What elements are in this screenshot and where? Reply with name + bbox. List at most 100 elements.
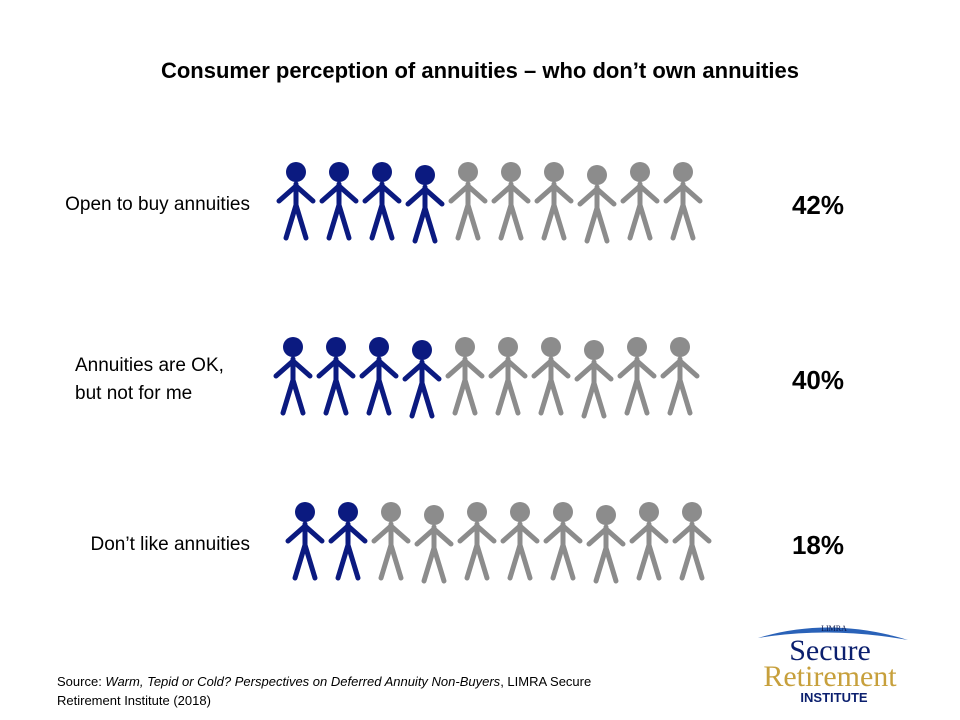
icon-arms bbox=[617, 357, 657, 379]
icon-head bbox=[381, 502, 401, 522]
icon-legs bbox=[292, 536, 318, 581]
icon-legs bbox=[495, 371, 521, 416]
icon-head bbox=[286, 162, 306, 182]
icon-arms bbox=[405, 185, 445, 207]
icon-legs bbox=[378, 536, 404, 581]
icon-arms bbox=[319, 182, 359, 204]
category-label: Open to buy annuities bbox=[65, 194, 250, 215]
icon-arms bbox=[285, 522, 325, 544]
icon-arms bbox=[534, 182, 574, 204]
value-label: 18% bbox=[791, 529, 845, 560]
icon-arms bbox=[445, 357, 485, 379]
icon-head bbox=[627, 337, 647, 357]
icon-legs bbox=[464, 536, 490, 581]
icon-legs bbox=[507, 536, 533, 581]
icon-head bbox=[458, 162, 478, 182]
icon-head bbox=[283, 337, 303, 357]
icon-head bbox=[498, 337, 518, 357]
icon-head bbox=[584, 340, 604, 360]
chart-title: Consumer perception of annuities – who d… bbox=[160, 58, 800, 83]
icon-head bbox=[553, 502, 573, 522]
icon-head bbox=[682, 502, 702, 522]
icon-legs bbox=[498, 196, 524, 241]
filled-icons bbox=[273, 337, 442, 419]
icon-head bbox=[596, 505, 616, 525]
icon-head bbox=[369, 337, 389, 357]
value-label: 40% bbox=[791, 364, 845, 395]
value-label: 42% bbox=[791, 189, 845, 220]
icon-legs bbox=[366, 371, 392, 416]
icon-legs bbox=[455, 196, 481, 241]
filled-icons bbox=[276, 162, 445, 244]
icon-legs bbox=[283, 196, 309, 241]
icon-legs bbox=[335, 536, 361, 581]
icon-arms bbox=[316, 357, 356, 379]
icon-arms bbox=[620, 182, 660, 204]
icon-head bbox=[501, 162, 521, 182]
icon-legs bbox=[326, 196, 352, 241]
icon-arms bbox=[629, 522, 669, 544]
icon-legs bbox=[541, 196, 567, 241]
icon-arms bbox=[500, 522, 540, 544]
icon-legs bbox=[409, 374, 435, 419]
source-note: Source: Warm, Tepid or Cold? Perspective… bbox=[57, 672, 617, 710]
category-label: Annuities are OK, but not for me bbox=[75, 355, 224, 404]
icon-legs bbox=[593, 539, 619, 584]
empty-icons bbox=[371, 502, 712, 584]
icon-arms bbox=[574, 360, 614, 382]
icon-head bbox=[329, 162, 349, 182]
icon-head bbox=[424, 505, 444, 525]
icon-head bbox=[587, 165, 607, 185]
icon-head bbox=[639, 502, 659, 522]
icon-head bbox=[673, 162, 693, 182]
empty-icons bbox=[445, 337, 700, 419]
icon-arms bbox=[660, 357, 700, 379]
source-prefix: Source: bbox=[57, 674, 106, 689]
empty-icons bbox=[448, 162, 703, 244]
icon-arms bbox=[663, 182, 703, 204]
icon-head bbox=[541, 337, 561, 357]
logo-org: LIMRA bbox=[821, 624, 847, 633]
filled-icons bbox=[285, 502, 368, 581]
source-suffix: , LIMRA Secure Retirement Institute (201… bbox=[57, 674, 592, 708]
icon-arms bbox=[414, 525, 454, 547]
icon-arms bbox=[672, 522, 712, 544]
icon-legs bbox=[670, 196, 696, 241]
icon-arms bbox=[273, 357, 313, 379]
icon-head bbox=[415, 165, 435, 185]
icon-legs bbox=[679, 536, 705, 581]
icon-head bbox=[455, 337, 475, 357]
logo-line3: INSTITUTE bbox=[800, 690, 867, 705]
icon-legs bbox=[581, 374, 607, 419]
icon-arms bbox=[586, 525, 626, 547]
icon-head bbox=[630, 162, 650, 182]
icon-legs bbox=[627, 196, 653, 241]
icon-arms bbox=[457, 522, 497, 544]
icon-legs bbox=[538, 371, 564, 416]
logo-arc bbox=[758, 627, 908, 640]
pictograph bbox=[273, 162, 712, 584]
icon-head bbox=[510, 502, 530, 522]
logo-line2: Retirement bbox=[763, 660, 897, 693]
icon-arms bbox=[359, 357, 399, 379]
icon-legs bbox=[369, 196, 395, 241]
icon-head bbox=[295, 502, 315, 522]
icon-legs bbox=[412, 199, 438, 244]
icon-legs bbox=[636, 536, 662, 581]
icon-arms bbox=[531, 357, 571, 379]
icon-legs bbox=[323, 371, 349, 416]
icon-legs bbox=[280, 371, 306, 416]
category-label: Don’t like annuities bbox=[90, 534, 250, 555]
icon-arms bbox=[276, 182, 316, 204]
icon-arms bbox=[488, 357, 528, 379]
icon-arms bbox=[491, 182, 531, 204]
icon-arms bbox=[577, 185, 617, 207]
icon-arms bbox=[402, 360, 442, 382]
icon-head bbox=[338, 502, 358, 522]
source-title: Warm, Tepid or Cold? Perspectives on Def… bbox=[105, 674, 501, 689]
icon-arms bbox=[371, 522, 411, 544]
icon-legs bbox=[667, 371, 693, 416]
icon-arms bbox=[448, 182, 488, 204]
icon-head bbox=[372, 162, 392, 182]
